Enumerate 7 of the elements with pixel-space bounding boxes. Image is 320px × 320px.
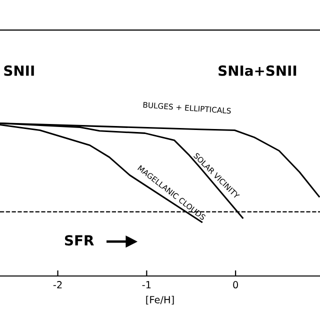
x-tick-label: 0 [233,281,238,288]
text: SNII [4,65,34,76]
annotation: SFR [64,235,94,246]
text: SNIa+SNII [218,65,296,76]
x-tick-label: -2 [53,281,62,288]
x-tick-label: -1 [142,281,151,288]
x-axis-title: [Fe/H] [146,296,174,304]
